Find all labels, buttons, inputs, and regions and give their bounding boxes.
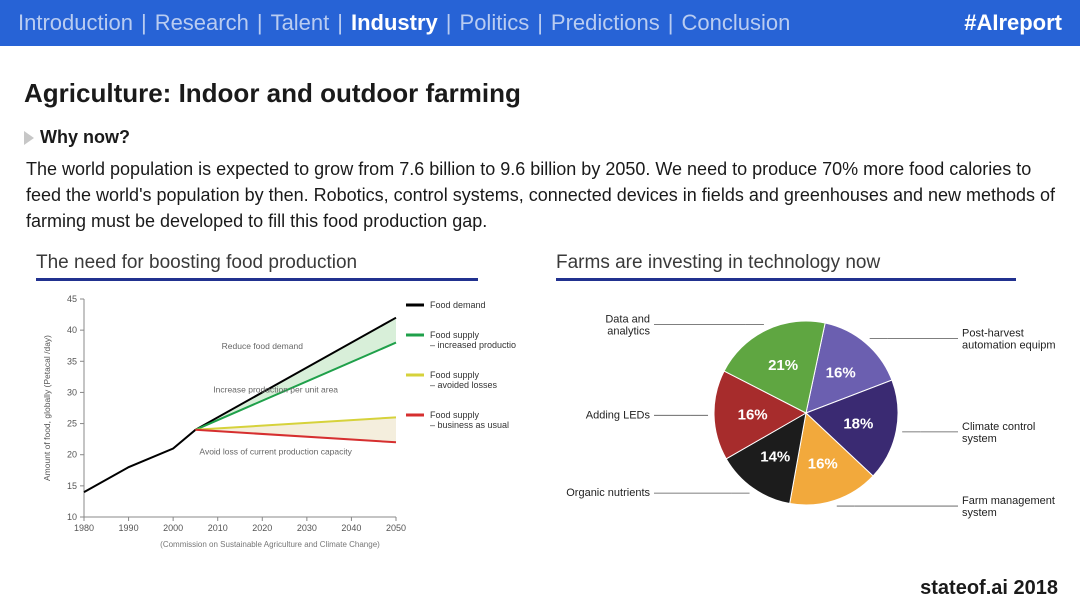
svg-text:30: 30: [67, 388, 77, 398]
svg-text:2000: 2000: [163, 523, 183, 533]
svg-text:40: 40: [67, 325, 77, 335]
svg-text:– business as usual: – business as usual: [430, 420, 509, 430]
svg-text:Food supply: Food supply: [430, 410, 480, 420]
svg-text:automation equipment: automation equipment: [962, 340, 1056, 352]
line-chart-title: The need for boosting food production: [36, 252, 478, 281]
line-chart-block: The need for boosting food production 10…: [36, 252, 516, 556]
nav-items: Introduction | Research | Talent | Industry | Po…: [18, 10, 790, 36]
svg-text:35: 35: [67, 357, 77, 367]
pie-chart-title: Farms are investing in technology now: [556, 252, 1016, 281]
svg-text:25: 25: [67, 419, 77, 429]
body-paragraph: The world population is expected to grow…: [26, 156, 1056, 234]
svg-text:Climate control: Climate control: [962, 421, 1035, 433]
pie-chart: 16% Post-harvestautomation equipment 18% Cl…: [556, 291, 1056, 541]
svg-text:16%: 16%: [808, 456, 838, 473]
nav-item-conclusion[interactable]: Conclusion: [681, 10, 790, 36]
svg-text:1980: 1980: [74, 523, 94, 533]
svg-text:Avoid loss of current producti: Avoid loss of current production capacit…: [199, 447, 352, 457]
nav-separator: |: [668, 10, 674, 36]
svg-text:2050: 2050: [386, 523, 406, 533]
svg-text:45: 45: [67, 294, 77, 304]
nav-separator: |: [446, 10, 452, 36]
svg-text:16%: 16%: [738, 407, 768, 424]
top-nav: Introduction | Research | Talent | Industry | Po…: [0, 0, 1080, 46]
svg-text:Food supply: Food supply: [430, 330, 480, 340]
footer-brand: stateof.ai 2018: [920, 577, 1058, 600]
svg-text:20: 20: [67, 450, 77, 460]
nav-separator: |: [337, 10, 343, 36]
nav-item-talent[interactable]: Talent: [271, 10, 330, 36]
svg-text:Data and: Data and: [605, 314, 650, 326]
svg-text:Reduce food demand: Reduce food demand: [222, 341, 304, 351]
svg-text:21%: 21%: [768, 357, 798, 374]
svg-text:Food supply: Food supply: [430, 370, 480, 380]
nav-item-politics[interactable]: Politics: [460, 10, 530, 36]
svg-text:2010: 2010: [208, 523, 228, 533]
svg-text:2030: 2030: [297, 523, 317, 533]
svg-text:system: system: [962, 433, 997, 445]
svg-text:system: system: [962, 507, 997, 519]
charts-row: The need for boosting food production 10…: [24, 252, 1056, 556]
subheading: Why now?: [40, 127, 130, 148]
svg-text:Farm management: Farm management: [962, 495, 1055, 507]
nav-separator: |: [537, 10, 543, 36]
nav-item-industry[interactable]: Industry: [351, 10, 438, 36]
page-title: Agriculture: Indoor and outdoor farming: [24, 78, 1056, 109]
svg-text:1990: 1990: [119, 523, 139, 533]
svg-text:analytics: analytics: [607, 326, 650, 338]
nav-separator: |: [141, 10, 147, 36]
nav-item-research[interactable]: Research: [155, 10, 249, 36]
svg-text:16%: 16%: [826, 365, 856, 382]
svg-text:Increase production per unit a: Increase production per unit area: [213, 385, 338, 395]
svg-text:14%: 14%: [760, 449, 790, 466]
svg-text:Post-harvest: Post-harvest: [962, 328, 1024, 340]
svg-text:– increased production: – increased production: [430, 340, 516, 350]
svg-text:Food demand: Food demand: [430, 300, 486, 310]
svg-text:15: 15: [67, 481, 77, 491]
nav-hashtag: #AIreport: [964, 10, 1062, 36]
svg-text:10: 10: [67, 512, 77, 522]
svg-text:Adding LEDs: Adding LEDs: [586, 410, 651, 422]
nav-item-predictions[interactable]: Predictions: [551, 10, 660, 36]
line-chart: 10 15 20 25 30 35 40 45 1980 1990 2000 2010 2020 2030…: [36, 291, 516, 551]
svg-text:18%: 18%: [843, 416, 873, 433]
svg-text:– avoided losses: – avoided losses: [430, 380, 498, 390]
nav-separator: |: [257, 10, 263, 36]
svg-text:2040: 2040: [341, 523, 361, 533]
triangle-bullet-icon: [24, 131, 34, 145]
svg-text:Amount of food, globally (Peta: Amount of food, globally (Petacal /day): [42, 335, 52, 481]
pie-chart-block: Farms are investing in technology now 16…: [556, 252, 1056, 556]
svg-text:2020: 2020: [252, 523, 272, 533]
svg-text:Organic nutrients: Organic nutrients: [566, 487, 650, 499]
nav-item-introduction[interactable]: Introduction: [18, 10, 133, 36]
svg-text:(Commission on Sustainable Agr: (Commission on Sustainable Agriculture a…: [160, 540, 380, 549]
slide-content: Agriculture: Indoor and outdoor farming …: [0, 46, 1080, 556]
subheading-row: Why now?: [24, 127, 1056, 148]
